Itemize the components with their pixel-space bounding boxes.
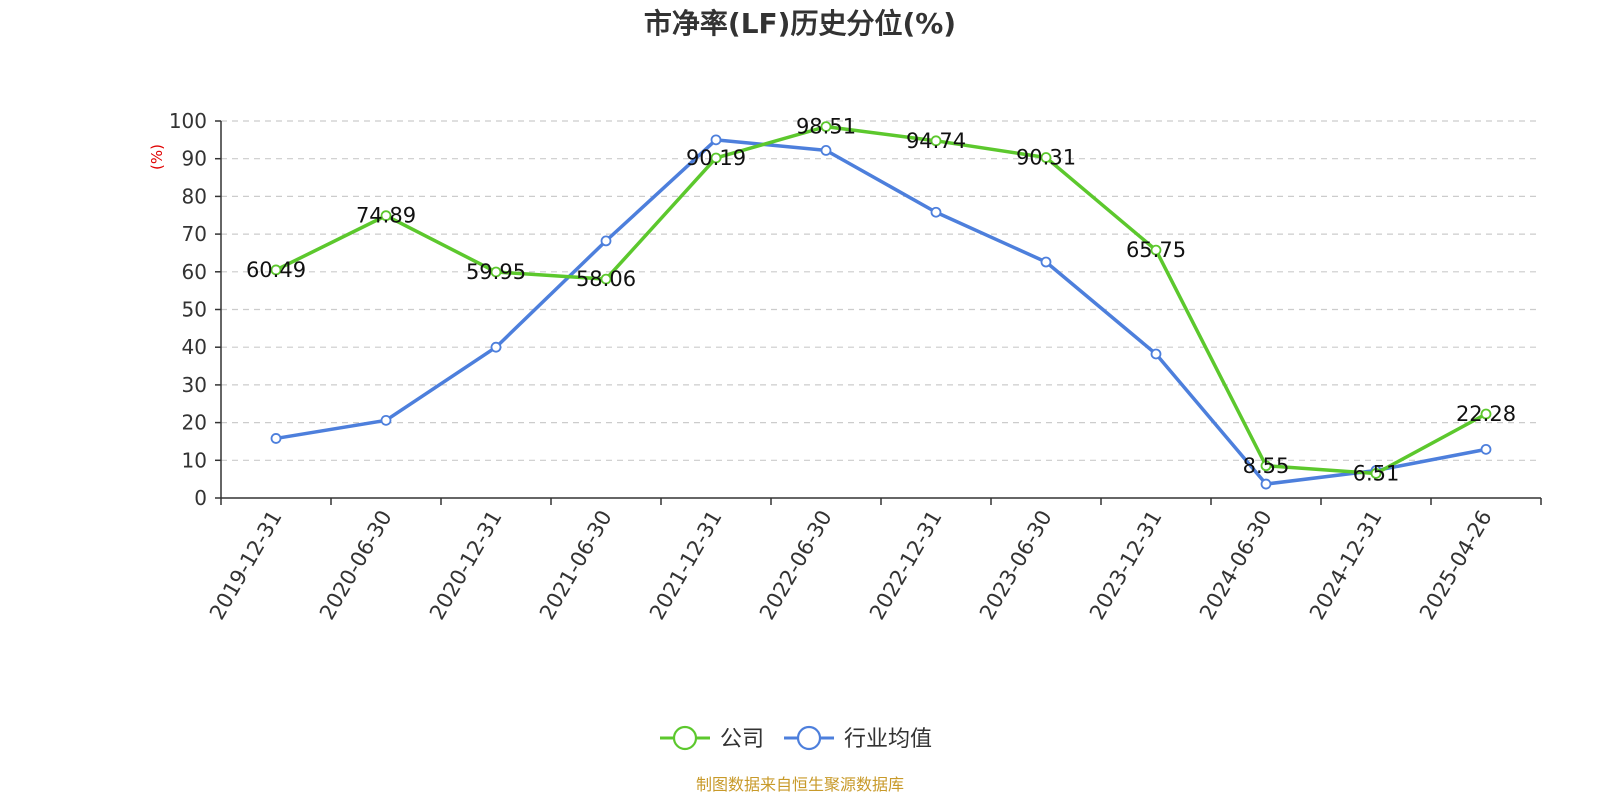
legend-marker: [796, 725, 822, 751]
data-point[interactable]: [600, 235, 612, 247]
data-label: 90.31: [1016, 146, 1076, 170]
y-tick-label: 60: [182, 260, 207, 284]
data-point[interactable]: [1480, 408, 1492, 420]
legend-marker: [672, 725, 698, 751]
grid-lines: [221, 120, 1541, 461]
x-tick-label: 2022-12-31: [865, 506, 947, 624]
data-point[interactable]: [930, 206, 942, 218]
y-axis-label: (%): [148, 144, 166, 170]
y-tick-label: 20: [182, 411, 207, 435]
x-tick-label: 2023-12-31: [1085, 506, 1167, 624]
y-tick-label: 50: [182, 298, 207, 322]
y-tick-label: 30: [182, 373, 207, 397]
legend-label: 行业均值: [844, 727, 932, 752]
data-point[interactable]: [1370, 468, 1382, 479]
legend-label: 公司: [720, 727, 764, 752]
data-label: 90.19: [686, 146, 746, 170]
data-label: 59.95: [466, 260, 526, 284]
series-line: [275, 124, 1487, 476]
x-tick-label: 2019-12-31: [205, 506, 287, 624]
series-lines: [270, 121, 1492, 490]
data-label: 8.55: [1243, 454, 1290, 478]
data-point[interactable]: [380, 210, 392, 222]
data-label: 74.89: [356, 204, 416, 228]
data-point[interactable]: [930, 135, 942, 147]
data-label: 94.74: [906, 129, 966, 153]
x-tick-label: 2021-12-31: [645, 506, 727, 624]
data-label: 60.49: [246, 258, 306, 282]
x-tick-label: 2025-04-26: [1415, 506, 1497, 624]
x-tick-label: 2024-06-30: [1195, 506, 1277, 624]
y-tick-label: 10: [182, 448, 207, 472]
data-point[interactable]: [380, 414, 392, 426]
data-label: 58.06: [576, 267, 636, 291]
x-tick-label: 2021-06-30: [535, 506, 617, 624]
data-label: 98.51: [796, 115, 856, 139]
y-tick-label: 70: [182, 222, 207, 246]
series-line: [275, 138, 1487, 486]
data-labels: 60.49 74.89 59.95 58.06 90.19 98.51 94.74 90.31…: [246, 115, 1516, 486]
data-point[interactable]: [710, 152, 722, 164]
chart-title: 市净率(LF)历史分位(%): [644, 7, 956, 40]
data-point[interactable]: [1260, 460, 1272, 472]
legend[interactable]: 公司 行业均值: [660, 725, 932, 752]
x-tick-label: 2020-12-31: [425, 506, 507, 624]
data-point[interactable]: [820, 121, 832, 133]
axes: 0 10 20 30 40 50 60 70 80 90 100 2019-12-31 2020-06-…: [169, 109, 1542, 624]
legend-item[interactable]: 行业均值: [784, 725, 932, 752]
data-point[interactable]: [600, 273, 612, 285]
x-tick-label: 2020-06-30: [315, 506, 397, 624]
x-tick-label: 2023-06-30: [975, 506, 1057, 624]
data-point[interactable]: [1150, 244, 1162, 256]
data-point[interactable]: [1260, 478, 1272, 490]
data-point[interactable]: [820, 145, 832, 156]
legend-item[interactable]: 公司: [660, 725, 764, 752]
source-note: 制图数据来自恒生聚源数据库: [696, 775, 904, 794]
data-point[interactable]: [1040, 152, 1052, 163]
data-point[interactable]: [490, 341, 502, 353]
data-point[interactable]: [270, 264, 282, 276]
data-label: 22.28: [1456, 402, 1516, 426]
x-tick-label: 2024-12-31: [1305, 506, 1387, 624]
y-tick-label: 100: [169, 109, 207, 133]
data-label: 65.75: [1126, 238, 1186, 262]
x-tick-label: 2022-06-30: [755, 506, 837, 624]
y-tick-label: 0: [194, 486, 207, 510]
data-point[interactable]: [1150, 348, 1162, 360]
data-point[interactable]: [710, 134, 722, 146]
y-tick-label: 90: [182, 147, 207, 171]
data-point[interactable]: [1480, 443, 1492, 455]
data-point[interactable]: [270, 433, 282, 444]
data-point[interactable]: [1040, 256, 1052, 268]
y-tick-label: 40: [182, 335, 207, 359]
data-point[interactable]: [490, 266, 502, 278]
data-label: 6.51: [1353, 461, 1400, 485]
y-tick-label: 80: [182, 184, 207, 208]
